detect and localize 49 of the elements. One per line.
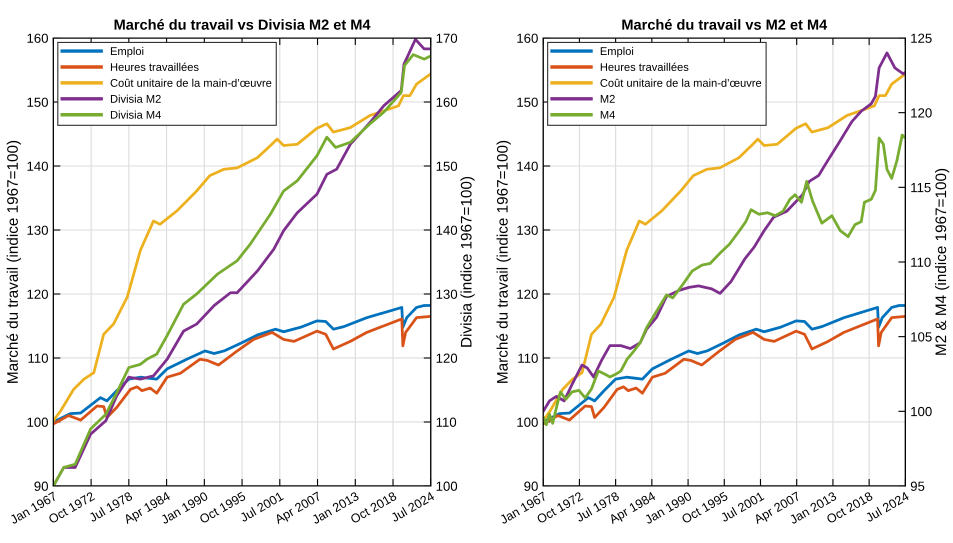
y-tick-label: 100 xyxy=(517,418,538,427)
y-tick-label: 140 xyxy=(517,162,538,171)
y2-tick-label: 105 xyxy=(911,332,932,342)
y-tick-label: 130 xyxy=(28,226,48,235)
y2-tick-label: 120 xyxy=(911,108,932,118)
y-axis-title: Marché du travail (indice 1967=100) xyxy=(6,140,21,383)
y2-tick-label: 150 xyxy=(436,162,458,171)
y2-tick-label: 125 xyxy=(911,34,932,43)
line-series xyxy=(543,134,906,426)
legend-label: Heures travaillées xyxy=(110,62,199,71)
legend-label: Emploi xyxy=(110,46,144,58)
legend-label: Divisia M2 xyxy=(110,94,161,103)
y-tick-label: 160 xyxy=(28,34,48,43)
y-tick-label: 160 xyxy=(517,34,538,43)
legend-label: M4 xyxy=(600,110,615,119)
line-series xyxy=(53,72,431,422)
y2-tick-label: 110 xyxy=(436,418,456,427)
y-tick-label: 110 xyxy=(518,354,538,363)
y2-tick-label: 170 xyxy=(436,34,458,43)
y2-tick-label: 95 xyxy=(910,482,924,491)
y2-axis-title: M2 & M4 (indice 1967=100) xyxy=(935,168,950,355)
y-tick-label: 110 xyxy=(28,354,48,363)
y-tick-label: 130 xyxy=(517,226,538,235)
y-tick-label: 120 xyxy=(28,290,48,299)
legend-label: Emploi xyxy=(600,46,634,58)
y2-tick-label: 100 xyxy=(911,406,932,416)
legend-label: Divisia M4 xyxy=(110,110,161,119)
y2-tick-label: 110 xyxy=(911,258,931,267)
y2-tick-label: 100 xyxy=(436,482,458,491)
legend-label: Coût unitaire de la main-d’œuvre xyxy=(600,78,762,87)
y-tick-label: 100 xyxy=(28,418,48,427)
legend-label: Heures travaillées xyxy=(600,62,688,71)
y-tick-label: 120 xyxy=(517,290,538,299)
chart-title: Marché du travail vs Divisia M2 et M4 xyxy=(114,18,370,30)
y-tick-label: 150 xyxy=(517,98,538,107)
legend-label: M2 xyxy=(600,94,615,103)
y-tick-label: 90 xyxy=(34,482,48,491)
y2-tick-label: 140 xyxy=(436,226,458,235)
y2-axis-title: Divisia (indice 1967=100) xyxy=(460,176,475,347)
y2-tick-label: 160 xyxy=(436,98,458,107)
y-tick-label: 150 xyxy=(28,98,48,107)
legend-label: Coût unitaire de la main-d’œuvre xyxy=(110,78,272,87)
y-tick-label: 140 xyxy=(28,162,48,171)
y-tick-label: 90 xyxy=(524,482,538,491)
y-axis-title: Marché du travail (indice 1967=100) xyxy=(496,140,511,383)
y2-tick-label: 130 xyxy=(436,290,458,299)
y2-tick-label: 115 xyxy=(911,183,931,192)
y2-tick-label: 120 xyxy=(436,354,458,363)
chart-title: Marché du travail vs M2 et M4 xyxy=(622,18,828,30)
